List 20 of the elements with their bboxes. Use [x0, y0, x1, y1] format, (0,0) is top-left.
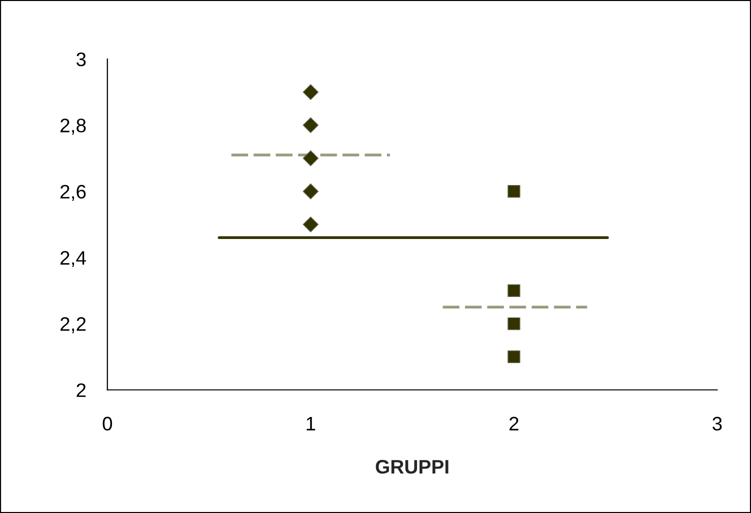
point — [302, 216, 319, 232]
point — [302, 117, 319, 134]
point — [302, 150, 319, 166]
x-tick-label: 0 — [102, 416, 112, 431]
point — [302, 183, 319, 200]
point — [508, 184, 520, 198]
x-tick-label: 2 — [510, 416, 518, 430]
x-tick-label: 1 — [306, 416, 316, 430]
y-tick-label: 3 — [76, 52, 86, 66]
x-axis-title: GRUPPI — [376, 460, 448, 474]
x-tick-label: 3 — [712, 416, 722, 431]
point — [508, 317, 520, 330]
y-tick-label: 2,2 — [60, 317, 86, 334]
point — [508, 350, 520, 364]
point — [302, 84, 319, 100]
y-tick-label: 2,8 — [60, 118, 86, 135]
y-tick-label: 2,6 — [60, 184, 86, 201]
point — [508, 284, 520, 297]
y-tick-label: 2 — [76, 383, 86, 397]
y-tick-label: 2,4 — [60, 250, 86, 268]
